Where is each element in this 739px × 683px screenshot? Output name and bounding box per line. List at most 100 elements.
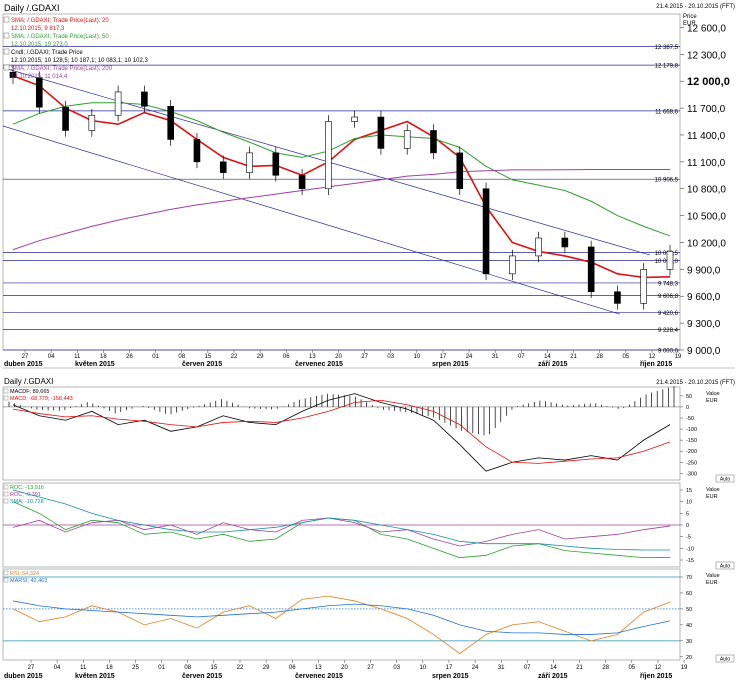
macd-axis-title: Value: [706, 391, 720, 397]
candle-body: [246, 152, 253, 173]
level-label: 9 420,6: [658, 311, 679, 317]
bottom-x-tick-label: 14: [550, 665, 557, 671]
macd-tick-label: -200: [686, 449, 697, 455]
macd-date-range: 21.4.2015 - 20.10.2015 (FFT): [656, 380, 735, 386]
y-tick-label: 10 500,0: [687, 212, 726, 223]
macd-panel-title: Daily /.GDAXI: [4, 377, 53, 386]
macd-legend-label: MACDF; 89,665: [10, 389, 49, 395]
x-tick-label: 10: [413, 354, 420, 360]
y-tick-label: 12 600,0: [687, 23, 726, 34]
level-label: 9 228,4: [658, 328, 679, 334]
x-tick-label: 19: [675, 354, 682, 360]
macd-tick-label: 50: [686, 394, 692, 400]
roc-axis-unit: EUR: [706, 494, 718, 500]
legend-label: SMA; /.GDAXI; Trade Price(Last); 20: [11, 18, 109, 24]
level-label: 11 668,6: [655, 109, 679, 115]
macd-tick-label: -250: [686, 460, 697, 466]
x-tick-label: 17: [440, 354, 447, 360]
roc-tick-label: 0: [686, 523, 689, 529]
x-tick-label: 21: [570, 354, 577, 360]
roc-legend-checkbox: [3, 491, 9, 497]
x-month-label: duben 2015: [4, 361, 43, 368]
x-tick-label: 27: [22, 354, 29, 360]
bottom-x-tick-label: 19: [681, 665, 688, 671]
bottom-x-tick-label: 06: [289, 665, 296, 671]
y-tick-label: 9 300,0: [687, 319, 721, 330]
rsi-tick-label: 50: [686, 607, 692, 613]
candle-body: [114, 91, 122, 116]
sma-line-1: [12, 75, 671, 279]
roc-legend-label: ROC; -0,391: [10, 492, 41, 498]
legend-value: 12.10.2015; 10 128,5; 10 187,1; 10 083,1…: [11, 58, 148, 64]
macd-panel-frame: [2, 386, 681, 481]
rsi-legend-label: RSI; 54,324: [10, 571, 39, 577]
bottom-x-tick-label: 31: [498, 665, 505, 671]
bottom-x-month-label: červenec 2015: [295, 673, 343, 680]
rsi-tick-label: 60: [686, 591, 692, 597]
sma-line-3: [12, 168, 671, 251]
rsi-legend-checkbox: [3, 570, 9, 576]
bottom-x-tick-label: 17: [446, 665, 453, 671]
candle-body: [403, 130, 411, 149]
candle-body: [587, 246, 595, 293]
x-tick-label: 15: [205, 354, 212, 360]
rsi-panel-frame: [2, 568, 681, 661]
macd-legend-checkbox: [3, 395, 9, 401]
rsi-auto-label: Auto: [720, 657, 731, 663]
candle-body: [430, 130, 437, 154]
roc-tick-label: -10: [686, 546, 694, 552]
sma-line-2: [12, 102, 671, 237]
bottom-x-month-label: září 2015: [538, 673, 568, 680]
x-tick-label: 07: [518, 354, 525, 360]
roc-axis-title: Value: [706, 487, 720, 493]
rsi-legend-label: MARSI; 42,463: [10, 578, 47, 584]
roc-auto-badge: [715, 561, 735, 570]
date-range: 21.4.2015 - 20.10.2015 (FFT): [656, 4, 735, 10]
x-tick-label: 12: [649, 354, 656, 360]
candle-body: [62, 106, 69, 131]
y-tick-label: 10 200,0: [687, 238, 726, 249]
legend-value: 12.10.2015; 9 817,3: [11, 26, 65, 32]
legend-checkbox: [3, 48, 10, 55]
rsi-legend-checkbox: [3, 577, 9, 583]
x-tick-label: 27: [361, 354, 368, 360]
rsi-line-1: [12, 595, 671, 655]
level-label: 9 000,0: [658, 349, 679, 355]
chart-title: Daily /.GDAXI: [4, 3, 60, 13]
bottom-x-month-label: srpen 2015: [432, 673, 469, 680]
macd-axis-unit: EUR: [706, 398, 718, 404]
roc-legend-checkbox: [3, 484, 9, 490]
level-label: 10 906,5: [655, 178, 679, 184]
bottom-x-tick-label: 27: [28, 665, 35, 671]
bottom-x-tick-label: 10: [419, 665, 426, 671]
candle-body: [272, 152, 280, 176]
x-month-label: květen 2015: [75, 361, 115, 368]
level-label: 12 179,8: [655, 64, 679, 70]
candle-body: [193, 139, 201, 163]
trend-channel-lower: [2, 125, 621, 315]
x-month-label: červen 2015: [182, 361, 222, 368]
x-month-label: srpen 2015: [432, 361, 469, 368]
y-tick-label: 9 900,0: [687, 265, 721, 276]
roc-tick-label: 10: [686, 500, 692, 506]
macd-tick-label: 0: [686, 405, 689, 411]
y-tick-label: 9 000,0: [687, 346, 721, 357]
x-tick-label: 24: [466, 354, 473, 360]
bottom-x-tick-label: 25: [132, 665, 139, 671]
bottom-x-tick-label: 15: [211, 665, 218, 671]
roc-tick-label: 5: [686, 511, 689, 517]
x-month-label: září 2015: [538, 361, 568, 368]
roc-tick-label: -5: [686, 535, 691, 541]
bottom-x-tick-label: 07: [524, 665, 531, 671]
roc-legend-label: SMA; -10,728: [10, 499, 44, 505]
x-tick-label: 11: [74, 354, 81, 360]
macd-legend-label: MACD; -68,779; -158,443: [10, 396, 73, 402]
y-tick-label: 10 800,0: [687, 185, 726, 196]
macd-tick-label: -300: [686, 471, 697, 477]
macd-line-2: [12, 399, 671, 464]
bottom-x-month-label: červen 2015: [182, 673, 222, 680]
bottom-x-tick-label: 28: [602, 665, 609, 671]
bottom-x-tick-label: 20: [341, 665, 348, 671]
macd-legend-checkbox: [3, 388, 9, 394]
